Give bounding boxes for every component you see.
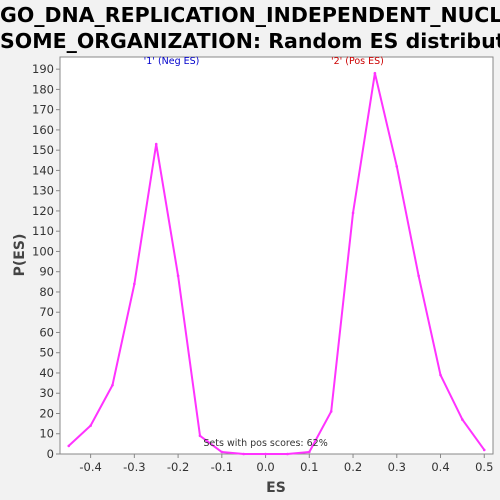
data-point	[154, 142, 158, 146]
series-line	[68, 72, 486, 455]
data-point	[111, 383, 114, 387]
y-tick-label: 40	[39, 366, 54, 380]
chart-title-line-2: SOME_ORGANIZATION: Random ES distributio…	[0, 29, 500, 53]
y-tick-label: 130	[32, 184, 54, 198]
plot-area	[59, 56, 494, 455]
y-axis: 0 10 20 30 40 50 60 70 80 90 100 110 120 130 140 150 160…	[32, 62, 60, 461]
x-tick-label: -0.1	[211, 460, 233, 474]
annotation: Sets with pos scores: 62%	[203, 438, 327, 449]
y-tick-label: 180	[32, 82, 54, 96]
data-point	[286, 452, 289, 456]
y-tick-label: 90	[39, 265, 54, 279]
data-point	[89, 424, 92, 427]
y-tick-label: 120	[32, 204, 54, 218]
data-point	[373, 71, 377, 75]
x-tick-label: 0.3	[388, 460, 406, 474]
data-point	[264, 452, 267, 456]
data-point	[176, 274, 180, 278]
data-point	[198, 434, 202, 438]
x-tick-label: 0.0	[256, 460, 274, 474]
data-point	[67, 444, 71, 448]
series-points	[67, 71, 486, 456]
y-tick-label: 150	[32, 143, 54, 157]
y-axis-label: P(ES)	[12, 234, 28, 277]
data-point	[308, 450, 311, 454]
y-tick-label: 190	[32, 62, 54, 76]
data-point	[461, 418, 464, 421]
y-tick-label: 70	[39, 305, 54, 319]
y-tick-label: 170	[32, 103, 54, 117]
y-tick-label: 20	[39, 406, 54, 420]
data-point	[242, 452, 245, 456]
data-point	[417, 274, 420, 278]
y-tick-label: 0	[47, 447, 54, 461]
y-tick-label: 50	[39, 346, 54, 360]
y-tick-label: 160	[32, 123, 54, 137]
annotations: '1' (Neg ES) '2' (Pos ES) Sets with pos sc…	[144, 56, 384, 449]
y-tick-label: 10	[39, 427, 54, 441]
data-point	[220, 450, 224, 454]
x-tick-label: 0.5	[475, 460, 493, 474]
y-tick-label: 60	[39, 325, 54, 339]
data-point	[482, 448, 486, 452]
x-axis-label: ES	[266, 480, 286, 496]
x-tick-label: 0.1	[300, 460, 318, 474]
chart-title-line-1: GO_DNA_REPLICATION_INDEPENDENT_NUCLEO	[0, 3, 500, 27]
annotation: '2' (Pos ES)	[331, 56, 384, 67]
data-point	[439, 373, 442, 377]
x-tick-label: 0.4	[431, 460, 449, 474]
y-tick-label: 100	[32, 244, 54, 258]
data-point	[329, 410, 333, 413]
data-point	[351, 211, 355, 215]
x-tick-label: -0.4	[79, 460, 101, 474]
y-tick-label: 30	[39, 386, 54, 400]
data-point	[395, 165, 399, 168]
chart-title: GO_DNA_REPLICATION_INDEPENDENT_NUCLEO SO…	[0, 2, 500, 54]
data-point	[133, 282, 136, 286]
x-tick-label: -0.3	[123, 460, 145, 474]
x-tick-label: -0.2	[167, 460, 189, 474]
x-axis: -0.4 -0.3 -0.2 -0.1 0.0 0.1 0.2 0.3 0.4 0.5	[79, 454, 493, 474]
y-tick-label: 140	[32, 163, 54, 177]
annotation: '1' (Neg ES)	[144, 56, 200, 67]
y-tick-label: 110	[32, 224, 54, 238]
x-tick-label: 0.2	[344, 460, 362, 474]
y-tick-label: 80	[39, 285, 54, 299]
